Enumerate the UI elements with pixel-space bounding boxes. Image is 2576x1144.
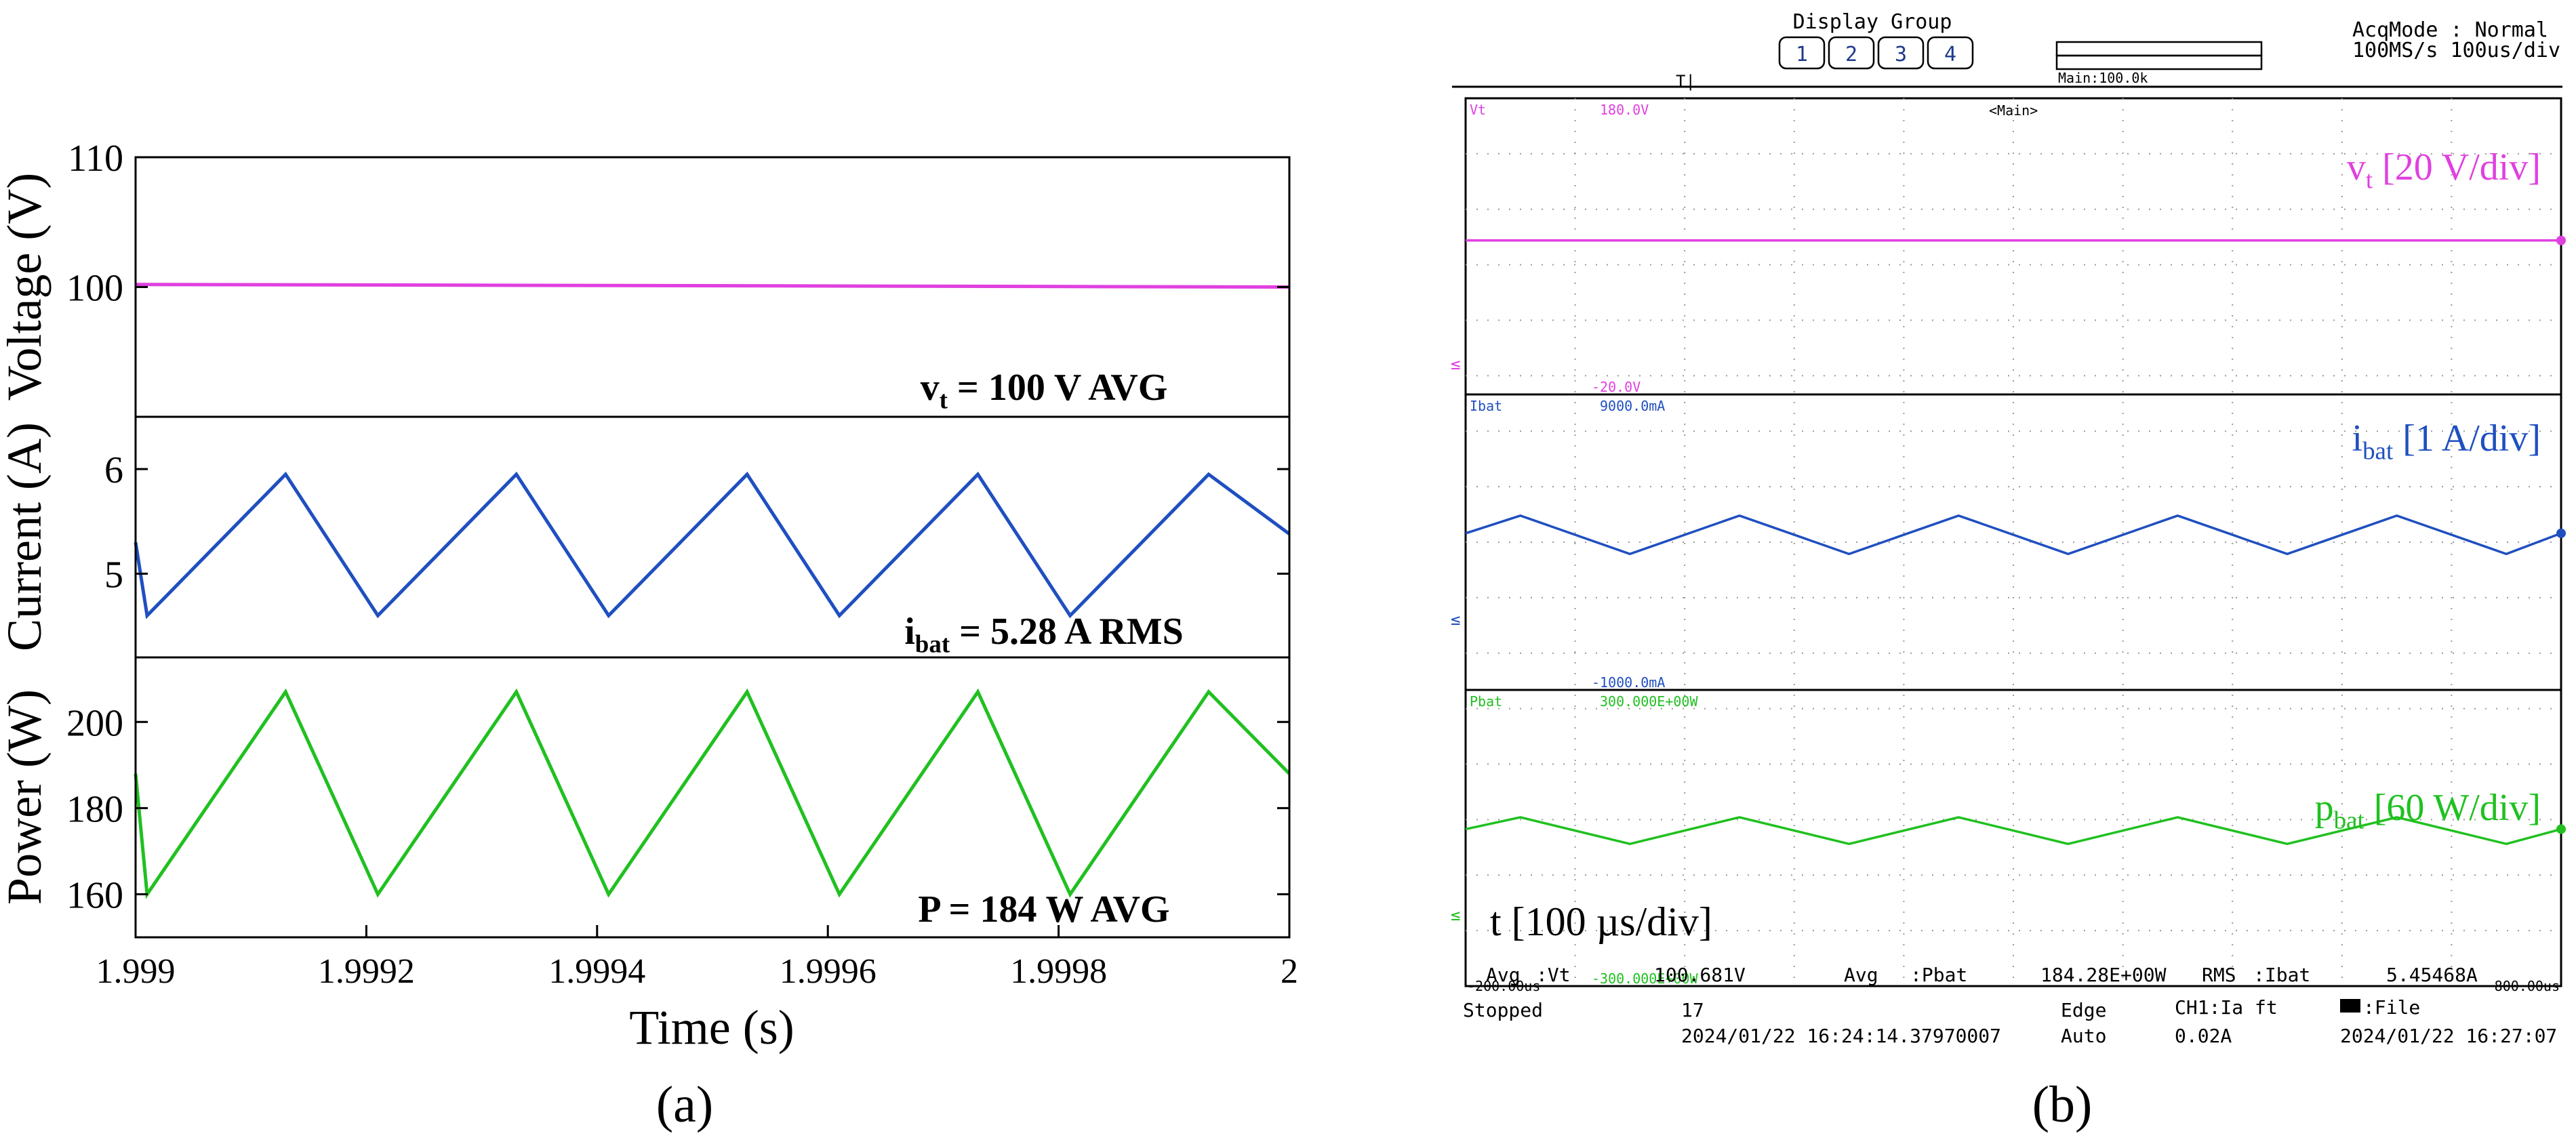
x-tick-label: 1.9996 — [780, 952, 877, 991]
y-tick-label: 200 — [66, 702, 123, 744]
x-axis-label: Time (s) — [629, 1000, 794, 1055]
channel-top-scale: 180.0V — [1600, 102, 1649, 118]
channel-top-scale: 9000.0mA — [1600, 398, 1665, 414]
y-axis-label: Current (A) — [0, 422, 52, 651]
trigger-mode: Auto — [2061, 1025, 2106, 1047]
group-button-label: 2 — [1845, 43, 1857, 66]
channel-bottom-scale: -300.000E+00W — [1592, 971, 1698, 987]
x-tick-label: 1.9994 — [548, 952, 645, 991]
y-axis-label: Power (W) — [0, 689, 52, 905]
panel-a-simulation: 100 110 Voltage (V) vt = 100 V AVG 5 6 Current… — [0, 138, 1298, 1055]
y-tick-label: 180 — [66, 788, 123, 830]
status-label: Stopped — [1463, 999, 1543, 1021]
readout-value: :Pbat — [1910, 964, 1967, 986]
channel-ground-marker: ≤ — [1451, 610, 1460, 629]
subplot-frame — [134, 656, 1291, 939]
x-tick-label: 2 — [1281, 952, 1298, 991]
group-button-label: 1 — [1796, 43, 1808, 66]
waveform-level-marker — [2556, 235, 2566, 245]
y-tick-label: 5 — [104, 554, 123, 596]
y-axis-label: Voltage (V) — [0, 173, 52, 401]
main-sample-label: Main:100.0k — [2058, 70, 2148, 86]
pbat-scale-label: pbat [60 W/div] — [2315, 787, 2541, 834]
capture-timestamp: 2024/01/22 16:24:14.37970007 — [1681, 1025, 2001, 1047]
readout-value: 5.45468A — [2386, 964, 2478, 986]
y-tick-label: 160 — [66, 874, 123, 916]
waveform-ibat — [1465, 514, 2562, 556]
trigger-source: CH1:Ia ft — [2175, 996, 2278, 1019]
group-button-1 — [1778, 36, 1826, 70]
x-tick-label: 1.999 — [96, 952, 176, 991]
display-group-label: Display Group — [1793, 10, 1952, 34]
main-zoom-bar — [2055, 41, 2263, 57]
channel-ground-marker: ≤ — [1451, 905, 1460, 924]
time-start-label: -200.00us — [1467, 978, 1540, 994]
readout-value: 184.28E+00W — [2040, 964, 2167, 986]
channel-bottom-scale: -1000.0mA — [1592, 674, 1665, 691]
trigger-level: 0.02A — [2175, 1025, 2232, 1047]
series-line-p — [134, 688, 1291, 899]
group-button-label: 4 — [1944, 43, 1956, 66]
group-button-2 — [1828, 36, 1875, 70]
readout-value: :Vt — [1536, 964, 1571, 986]
channel-name: Ibat — [1470, 398, 1502, 414]
time-scale-label: t [100 µs/div] — [1490, 899, 1712, 944]
annotation-label: vt = 100 V AVG — [921, 367, 1168, 413]
channel-top-scale: 300.000E+00W — [1600, 693, 1698, 710]
time-end-label: 800.00us — [2495, 978, 2560, 994]
y-tick-label: 6 — [104, 449, 123, 491]
channel-name: Pbat — [1470, 693, 1502, 710]
annotation-label: ibat = 5.28 A RMS — [904, 611, 1184, 657]
readout-value: 100.681V — [1654, 964, 1746, 986]
vt-scale-label: vt [20 V/div] — [2347, 146, 2541, 193]
readout-value: RMS — [2202, 964, 2236, 986]
y-tick-label: 110 — [68, 138, 123, 180]
waveform-level-marker — [2556, 528, 2566, 538]
scope-frame — [1464, 97, 2562, 987]
save-timestamp: 2024/01/22 16:27:07 — [2340, 1025, 2557, 1047]
channel-name: Vt — [1470, 102, 1486, 118]
trigger-marker: T| — [1676, 72, 1695, 91]
panel-b-caption: (b) — [2032, 1076, 2093, 1133]
printer-icon — [2340, 999, 2360, 1013]
readout-value: Avg — [1486, 964, 1521, 986]
group-button-3 — [1877, 36, 1925, 70]
group-button-4 — [1927, 36, 1974, 70]
x-tick-label: 1.9998 — [1010, 952, 1107, 991]
main-zoom-bar — [2055, 54, 2263, 70]
series-line-vt — [135, 283, 1290, 289]
acq-mode-label: AcqMode : Normal — [2352, 18, 2548, 42]
readout-value: Avg — [1844, 964, 1878, 986]
channel-ground-marker: ≤ — [1451, 354, 1460, 373]
waveform-pbat — [1465, 816, 2562, 846]
waveform-level-marker — [2556, 824, 2566, 834]
panel-a-caption: (a) — [656, 1076, 713, 1133]
trigger-type: Edge — [2061, 999, 2106, 1021]
file-label: :File — [2363, 996, 2420, 1019]
channel-bottom-scale: -20.0V — [1592, 379, 1641, 395]
y-tick-label: 100 — [66, 268, 123, 310]
acq-rate-label: 100MS/s 100us/div — [2352, 39, 2560, 62]
acquisition-count: 17 — [1681, 999, 1704, 1021]
group-button-label: 3 — [1895, 43, 1907, 66]
x-tick-label: 1.9992 — [318, 952, 415, 991]
panel-b-oscilloscope: Display Group 1 2 3 4 Main:100.0k AcqMode : No… — [1451, 10, 2566, 1047]
annotation-label: P = 184 W AVG — [918, 888, 1169, 931]
readout-value: :Ibat — [2253, 964, 2310, 986]
ibat-scale-label: ibat [1 A/div] — [2352, 417, 2541, 464]
series-line-ibat — [134, 471, 1291, 619]
